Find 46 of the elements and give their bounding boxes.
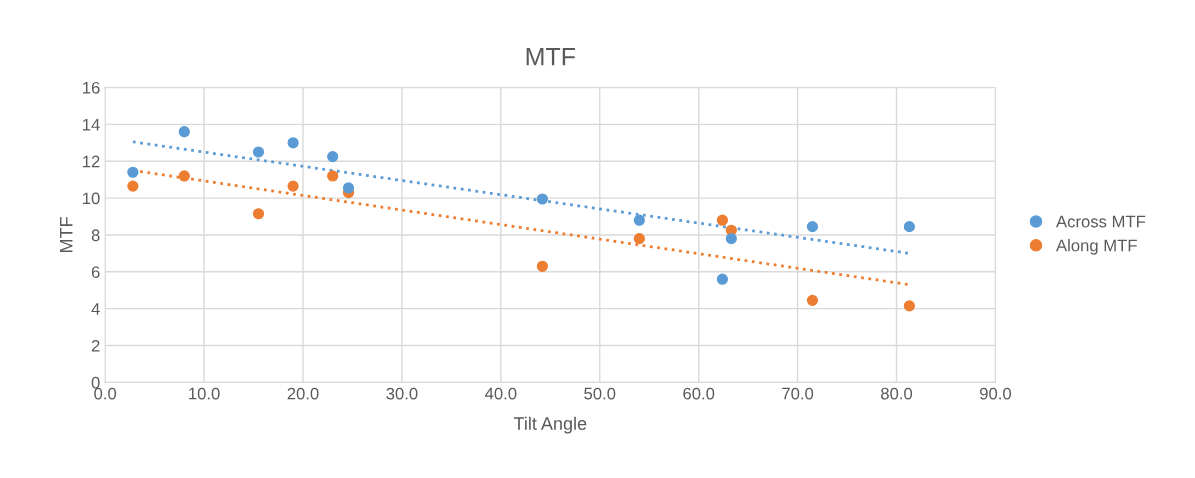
x-axis-title: Tilt Angle (513, 416, 587, 434)
x-tick-label: 20.0 (287, 387, 319, 400)
point (252, 146, 265, 158)
chart-title: MTF (526, 48, 575, 66)
y-tick-label: 6 (91, 266, 100, 279)
point (536, 193, 548, 205)
y-tick-label: 14 (83, 118, 100, 131)
y-tick-label: 4 (91, 303, 100, 315)
x-tick-label: 40.0 (485, 387, 517, 400)
point (287, 180, 299, 192)
point (806, 221, 819, 233)
y-tick-label: 0 (91, 376, 100, 389)
y-tick-label: 8 (91, 229, 100, 242)
point (903, 300, 915, 312)
y-axis-title: MTF (60, 217, 73, 252)
y-tick-label: 2 (91, 339, 100, 352)
point (287, 137, 299, 149)
x-tick-label: 60.0 (683, 387, 715, 400)
x-tick-label: 50.0 (584, 387, 616, 400)
legend-label: Across MTF (1056, 215, 1146, 228)
point (127, 166, 139, 178)
point (633, 214, 645, 226)
x-tick-label: 30.0 (386, 387, 418, 400)
x-tick-label: 0.0 (94, 387, 117, 400)
point (903, 221, 915, 233)
x-tick-label: 70.0 (782, 387, 814, 400)
point (536, 260, 548, 272)
point (342, 182, 355, 194)
x-tick-label: 80.0 (881, 387, 913, 400)
y-tick-label: 12 (83, 155, 100, 168)
point (716, 273, 729, 285)
point (327, 150, 339, 163)
y-tick-label: 10 (83, 192, 100, 205)
point (178, 170, 190, 182)
y-tick-label: 16 (83, 81, 100, 94)
point (127, 180, 139, 192)
point (725, 233, 737, 245)
point (716, 214, 729, 226)
legend-label: Along MTF (1056, 239, 1137, 255)
point (806, 294, 819, 306)
x-tick-label: 90.0 (980, 387, 1011, 400)
point (178, 126, 190, 138)
point (252, 208, 265, 220)
x-tick-label: 10.0 (189, 387, 220, 400)
point (633, 233, 645, 245)
point (327, 170, 339, 182)
